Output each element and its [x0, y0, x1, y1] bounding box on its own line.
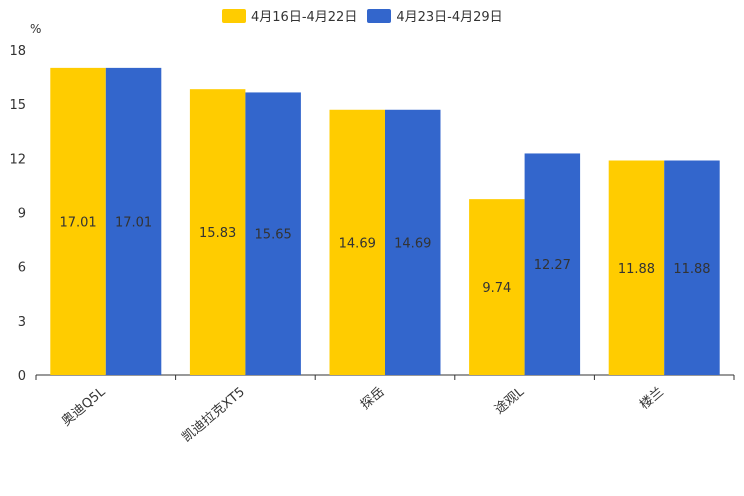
bar-1-4 [608, 160, 665, 375]
data-label-1-2: 14.69 [339, 236, 376, 251]
legend-swatch-series-2 [367, 8, 392, 23]
bar-2-3 [524, 153, 581, 375]
x-tick-label-3: 途观L [491, 383, 527, 417]
bar-1-2 [329, 109, 385, 375]
data-label-2-1: 15.65 [255, 228, 292, 243]
y-tick-label-5: 15 [9, 98, 26, 113]
x-tick-label-2: 探岳 [358, 385, 388, 413]
x-tick-label-1: 凯迪拉克XT5 [179, 385, 248, 446]
legend-label-series-2: 4月23日-4月29日 [396, 10, 503, 25]
data-label-1-4: 11.88 [618, 262, 655, 277]
data-label-2-0: 17.01 [115, 215, 152, 230]
bar-2-4 [664, 160, 720, 375]
legend-label-series-1: 4月16日-4月22日 [251, 10, 358, 25]
bar-2-0 [105, 67, 162, 375]
bar-2-2 [385, 109, 441, 375]
data-label-1-0: 17.01 [59, 215, 96, 230]
y-tick-label-6: 18 [9, 44, 26, 59]
data-label-1-1: 15.83 [199, 226, 236, 241]
y-tick-label-4: 12 [9, 152, 26, 167]
y-tick-label-0: 0 [18, 369, 26, 384]
data-label-2-2: 14.69 [394, 236, 431, 251]
legend-item-series-2[interactable]: 4月23日-4月29日 [367, 6, 503, 25]
y-axis-unit: % [30, 22, 42, 36]
legend-item-series-1[interactable]: 4月16日-4月22日 [222, 6, 357, 25]
x-tick-label-0: 奥迪Q5L [59, 384, 109, 429]
data-label-1-3: 9.74 [482, 281, 511, 296]
legend: 4月16日-4月22日 4月23日-4月29日 [222, 6, 503, 25]
bar-1-3 [469, 199, 525, 375]
bar-1-1 [189, 89, 246, 376]
y-tick-label-3: 9 [18, 207, 26, 222]
bar-1-0 [50, 67, 106, 375]
x-tick-label-4: 楼兰 [637, 385, 667, 413]
data-label-2-4: 11.88 [673, 262, 710, 277]
data-label-2-3: 12.27 [534, 258, 571, 273]
y-tick-label-2: 6 [18, 261, 26, 276]
bar-2-1 [245, 92, 301, 376]
legend-swatch-series-1 [222, 8, 246, 23]
y-tick-label-1: 3 [18, 315, 26, 330]
